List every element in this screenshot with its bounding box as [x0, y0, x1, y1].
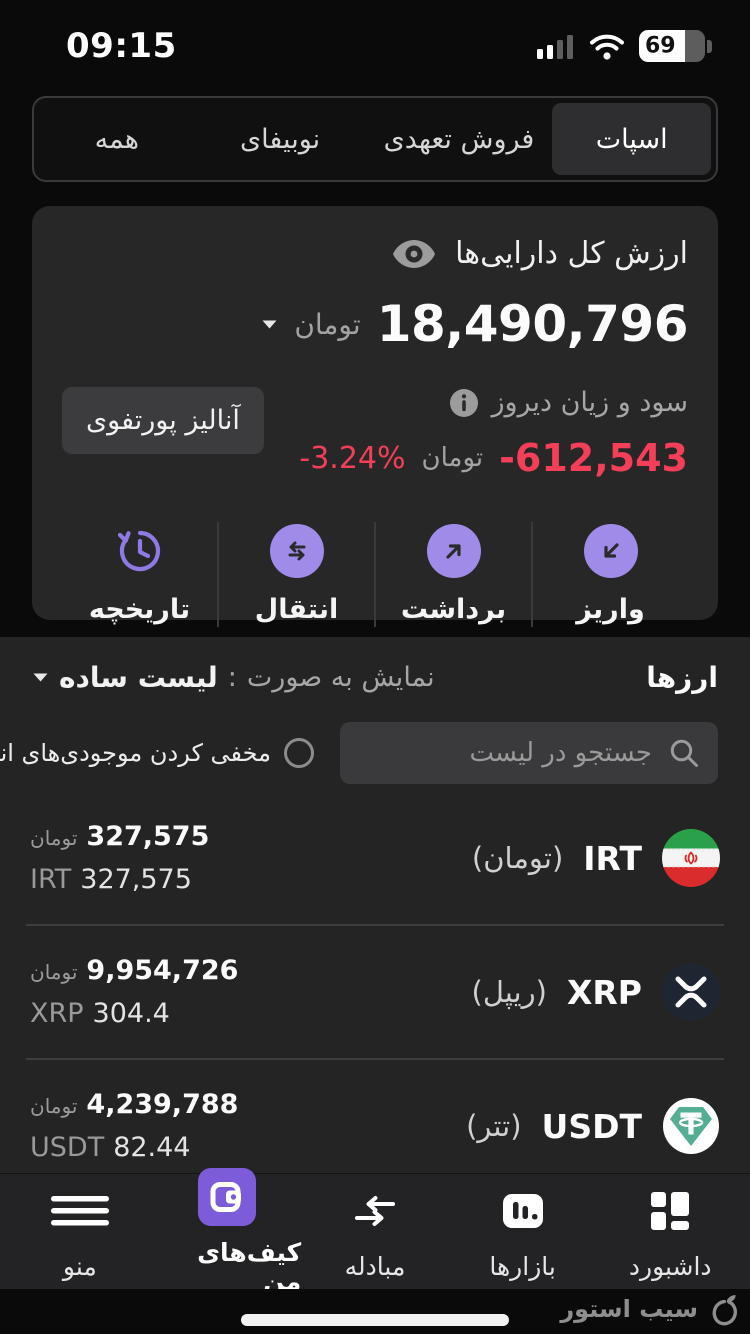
chevron-down-icon [32, 672, 49, 683]
tab-nobify[interactable]: نوبیفای [240, 123, 321, 155]
radio-circle-icon[interactable] [284, 738, 314, 768]
coin-row-irt[interactable]: IRT (تومان) تومان 327,575 IRT 327,575 [0, 792, 750, 924]
quick-actions: واریز برداشت انتقال [62, 522, 688, 627]
history-clock-icon [113, 524, 167, 578]
markets-chart-icon [500, 1182, 546, 1240]
tab-margin-sell[interactable]: فروش تعهدی [383, 123, 535, 155]
wallet-type-tabs: اسپات فروش تعهدی نوبیفای همه [32, 96, 718, 182]
watermark-text: سیب استور [560, 1295, 698, 1323]
watermark: سیب استور [560, 1291, 740, 1327]
hide-small-balances-label: مخفی کردن موجودی‌های اندک [0, 739, 271, 767]
cellular-signal-icon [537, 35, 573, 59]
tab-spot[interactable]: اسپات [552, 103, 711, 175]
eye-icon[interactable] [391, 238, 437, 270]
portfolio-card: ارزش کل دارایی‌ها تومان 18,490,796 سود و… [32, 206, 718, 627]
home-indicator[interactable] [241, 1314, 509, 1326]
pnl-label: سود و زیان دیروز [491, 387, 688, 418]
status-icons: 69 [537, 30, 712, 62]
dashboard-grid-icon [648, 1182, 692, 1240]
iran-flag-icon [662, 829, 720, 887]
nav-item-dashboard[interactable]: داشبورد [596, 1182, 744, 1281]
apple-logo-icon [712, 1295, 738, 1326]
view-mode-selector[interactable]: لیست ساده : نمایش به صورت [32, 661, 435, 694]
xrp-icon [662, 963, 720, 1021]
footer: سیب استور [0, 1289, 750, 1334]
search-icon [670, 739, 698, 767]
portfolio-analysis-button[interactable]: آنالیز پورتفوی [62, 387, 264, 454]
nav-item-menu[interactable]: منو [6, 1182, 154, 1281]
exchange-arrows-icon [350, 1182, 400, 1240]
nav-item-exchange[interactable]: مبادله [301, 1182, 449, 1281]
status-time: 09:15 [66, 26, 177, 66]
transfer-arrows-icon [269, 524, 324, 578]
search-input[interactable] [358, 737, 654, 769]
coin-row-xrp[interactable]: XRP (ریپل) تومان 9,954,726 XRP 304.4 [0, 926, 750, 1058]
pnl-value: -612,543 [499, 436, 688, 480]
total-value-unit: تومان [294, 307, 361, 341]
transfer-button[interactable]: انتقال [217, 522, 374, 627]
battery-icon: 69 [639, 30, 712, 62]
history-button[interactable]: تاریخچه [62, 522, 217, 627]
menu-icon [49, 1182, 111, 1240]
view-mode-label: نمایش به صورت [246, 662, 435, 693]
divider [26, 1058, 724, 1060]
deposit-button[interactable]: واریز [531, 522, 688, 627]
total-value-row[interactable]: تومان 18,490,796 [62, 295, 689, 353]
tab-all[interactable]: همه [94, 123, 139, 155]
pnl-unit: تومان [421, 443, 484, 473]
coin-row-usdt[interactable]: USDT (تتر) تومان 4,239,788 USDT 82.44 [0, 1060, 750, 1192]
chevron-down-icon [261, 319, 278, 330]
bottom-nav: داشبورد بازارها مبادله [0, 1167, 750, 1296]
total-assets-title: ارزش کل دارایی‌ها [455, 236, 688, 271]
divider [26, 924, 724, 926]
nav-item-my-wallets[interactable]: کیف‌های من [154, 1167, 301, 1296]
coin-list: IRT (تومان) تومان 327,575 IRT 327,575 [0, 792, 750, 1192]
battery-percent: 69 [645, 33, 676, 59]
wifi-icon [590, 34, 624, 60]
hide-small-balances-toggle[interactable]: مخفی کردن موجودی‌های اندک [0, 738, 314, 768]
search-box[interactable] [340, 722, 718, 784]
withdraw-button[interactable]: برداشت [374, 522, 531, 627]
usdt-icon [663, 1098, 719, 1154]
view-mode-value: لیست ساده [59, 661, 218, 694]
total-value: 18,490,796 [376, 295, 689, 353]
wallet-icon [198, 1167, 257, 1226]
assets-title: ارزها [646, 661, 718, 694]
status-bar: 09:15 69 [0, 0, 750, 82]
nav-item-markets[interactable]: بازارها [449, 1182, 597, 1281]
pnl-percent: -3.24% [299, 440, 406, 476]
withdraw-arrow-icon [426, 524, 481, 578]
info-icon[interactable] [449, 388, 479, 418]
deposit-arrow-icon [583, 524, 638, 578]
